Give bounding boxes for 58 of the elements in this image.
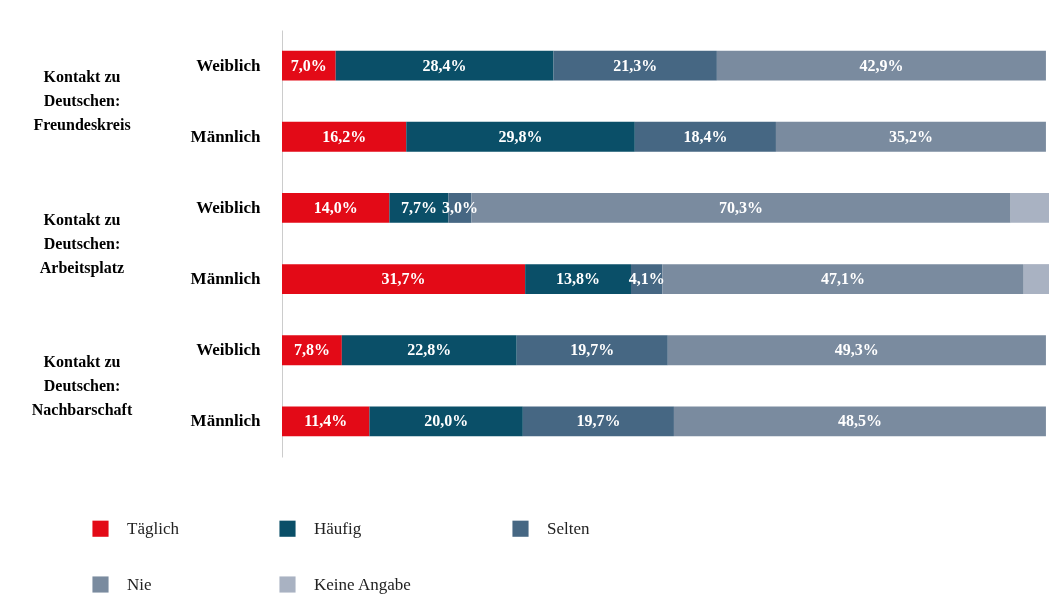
data-label: 49,3%	[834, 341, 879, 359]
bar	[406, 121, 635, 152]
bar	[775, 121, 1046, 152]
data-label: 42,9%	[859, 56, 904, 74]
data-label: 7,7%	[400, 198, 437, 216]
text: Kontakt zu Deutschen: Nachbarschaft	[31, 352, 133, 418]
bar	[673, 406, 1046, 437]
data-label: 14,0%	[313, 198, 358, 216]
data-label: 7,0%	[290, 56, 327, 74]
data-label: 13,8%	[556, 270, 601, 288]
data-label: 3,0%	[441, 198, 478, 216]
data-label: 29,8%	[498, 127, 543, 145]
data-label: 28,4%	[422, 56, 467, 74]
bar	[282, 121, 407, 152]
data-label: 18,4%	[683, 127, 728, 145]
y-tick-label: Männlich	[190, 126, 262, 146]
y-tick-label: Männlich	[190, 269, 262, 289]
bar	[553, 50, 717, 81]
data-label: 16,2%	[322, 127, 367, 145]
legend-label: Nie	[127, 574, 152, 594]
bar	[516, 335, 668, 366]
y-tick-label: Weiblich	[196, 340, 262, 360]
data-label: 47,1%	[821, 270, 866, 288]
bar	[1010, 192, 1049, 223]
bar	[1023, 264, 1049, 295]
y-tick-label: Weiblich	[196, 55, 262, 75]
bar	[335, 50, 554, 81]
bar	[667, 335, 1046, 366]
bar	[522, 406, 674, 437]
data-label: 21,3%	[613, 56, 658, 74]
data-label: 11,4%	[304, 412, 348, 430]
data-label: 35,2%	[888, 127, 933, 145]
data-label: 70,3%	[719, 198, 764, 216]
y-tick-label: Männlich	[190, 411, 262, 431]
data-label: 19,7%	[576, 412, 621, 430]
bar	[282, 192, 390, 223]
bar	[525, 264, 631, 295]
bar	[716, 50, 1046, 81]
legend-label: Täglich	[127, 518, 180, 538]
y-tick-label: Weiblich	[196, 197, 262, 217]
bar	[341, 335, 517, 366]
data-label: 19,7%	[570, 341, 615, 359]
legend-label: Häufig	[314, 518, 362, 538]
data-label: 31,7%	[381, 270, 426, 288]
bar	[634, 121, 776, 152]
data-label: 22,8%	[407, 341, 452, 359]
text: Kontakt zu Deutschen: Arbeitsplatz	[39, 210, 125, 277]
data-label: 7,8%	[293, 341, 330, 359]
bar	[662, 264, 1024, 295]
data-label: 4,1%	[628, 270, 665, 288]
text: Kontakt zu Deutschen: Freundeskreis	[33, 68, 131, 134]
bar	[282, 406, 370, 437]
legend-label: Keine Angabe	[314, 574, 411, 594]
bar	[369, 406, 523, 437]
data-label: 20,0%	[424, 412, 469, 430]
bar	[282, 264, 526, 295]
data-label: 48,5%	[837, 412, 882, 430]
legend-label: Selten	[547, 518, 590, 538]
